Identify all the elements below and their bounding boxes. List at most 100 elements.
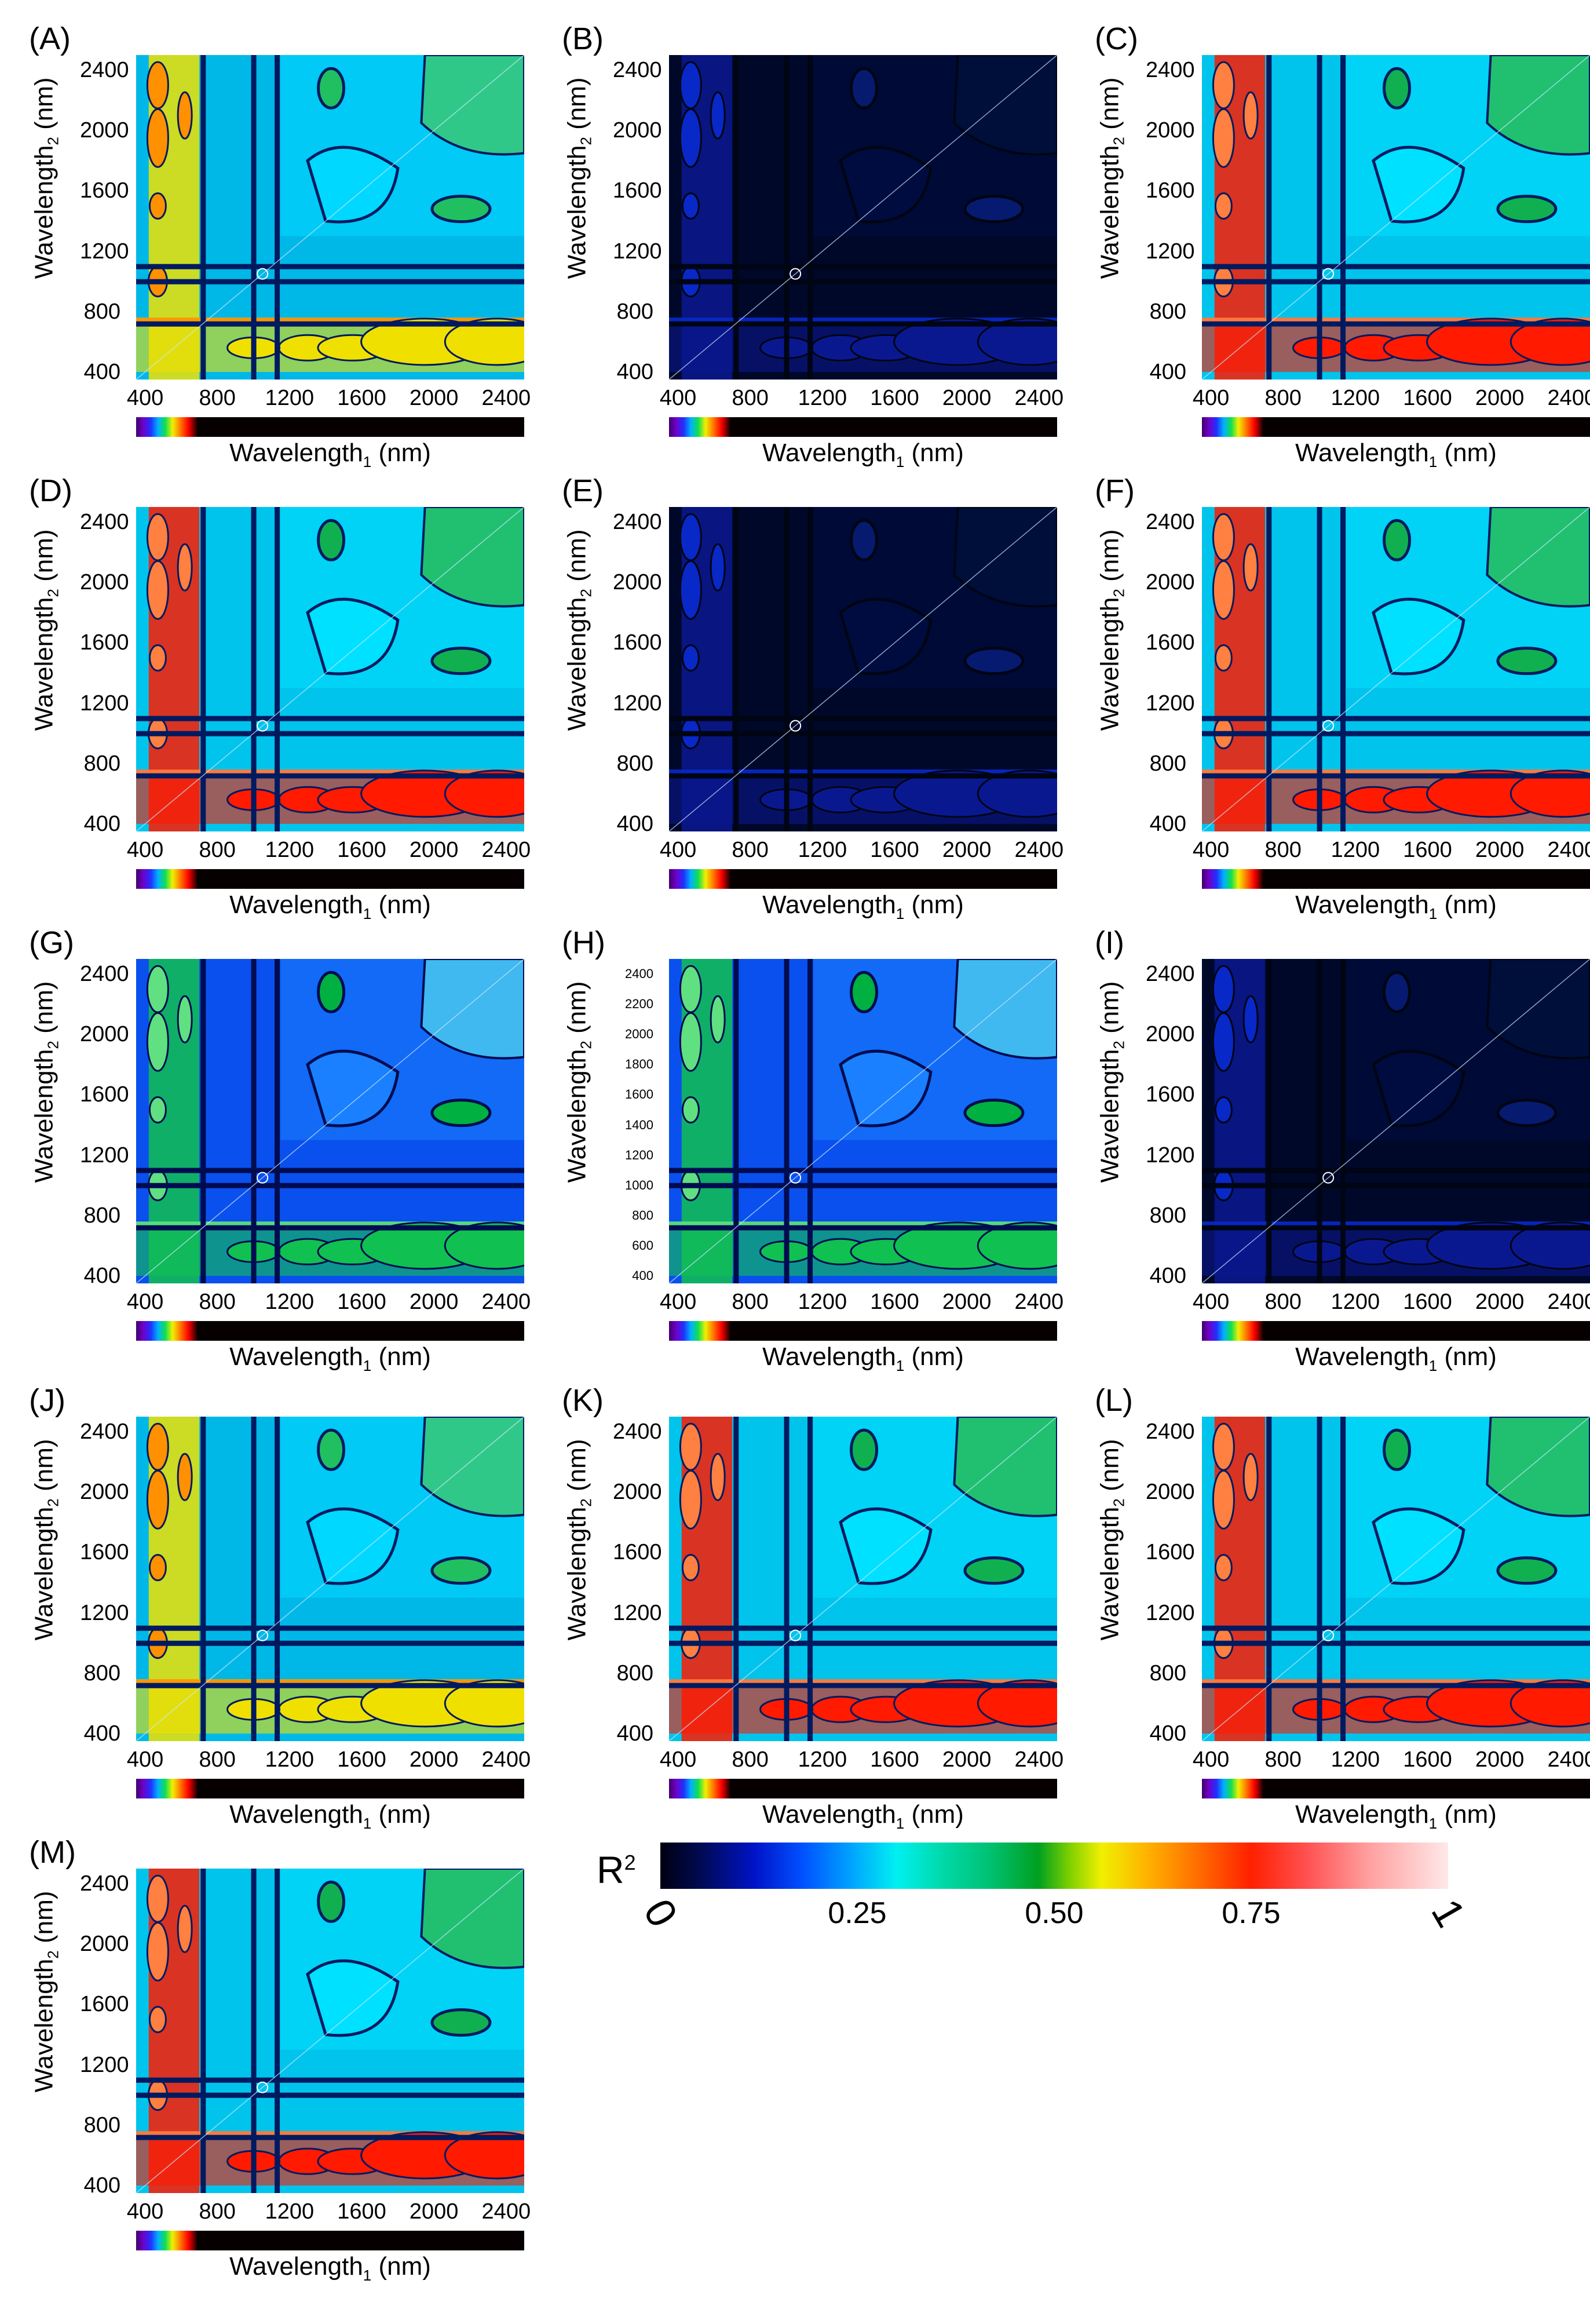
y-tick-label: 800 [83,751,120,776]
y-tick-label: 400 [632,1268,653,1283]
heatmap-dark-line [669,1625,1057,1631]
heatmap-blob [850,1428,879,1471]
heatmap-blob [1383,67,1412,110]
visible-spectrum-band [136,2231,197,2250]
heatmap-dark-line [1202,1625,1590,1631]
heatmap-dark-line [669,1168,1057,1173]
spectrum-bar [669,1779,1057,1798]
heatmap-dark-line [669,279,1057,284]
heatmap-dark-line [251,959,257,1283]
heatmap-dark-line [733,959,739,1283]
heatmap-region [1486,1417,1590,1517]
heatmap-panel: (B) Wavelength2 (nm) 400 800 1200 1600 2000 240… [562,23,1063,470]
y-tick-label: 2000 [625,1027,653,1042]
y-tick-label: 1600 [80,1540,129,1565]
heatmap-blob [1212,560,1235,620]
heatmap-dark-line [1202,264,1590,269]
heatmap-blob [963,647,1025,676]
heatmap-region [420,1417,524,1517]
x-tick-label: 2400 [481,1747,531,1772]
x-tick-label: 1600 [870,1747,919,1772]
heatmap-dark-line [200,959,206,1283]
heatmap-blob [146,1422,169,1471]
heatmap-dark-line [733,1417,739,1741]
heatmap-dark-line [1202,1183,1590,1188]
heatmap-blob [679,1469,702,1530]
heatmap-dark-line [200,1869,206,2193]
y-tick-label: 400 [83,1263,120,1288]
heatmap-blob [681,1096,700,1123]
heatmap-blob [1212,965,1235,1013]
heatmap-panel: (E) Wavelength2 (nm) 400 800 1200 1600 2000 240… [562,475,1063,922]
heatmap-plot [136,1869,524,2193]
heatmap-blob [148,1096,167,1123]
heatmap-dark-line [1202,279,1590,284]
visible-spectrum-band [669,869,730,889]
heatmap-blob [148,2005,167,2033]
heatmap-region [306,145,400,224]
y-tick-label: 1200 [1146,1143,1195,1168]
visible-spectrum-band [1202,1779,1263,1798]
spectrum-bar [1202,1779,1590,1798]
heatmap-diagonal [136,1417,524,1741]
y-tick-label: 2000 [80,1022,129,1047]
heatmap-region [420,507,524,608]
x-tick-label: 2000 [409,838,459,862]
heatmap-dark-line [669,264,1057,269]
x-tick-label: 1600 [1403,1290,1452,1314]
heatmap-dark-line [807,55,813,380]
x-axis-label: Wavelength1 (nm) [762,1800,964,1832]
heatmap-dark-line [200,507,206,831]
heatmap-blob [146,1469,169,1530]
heatmap-region [1486,959,1590,1060]
heatmap-panel: (G) Wavelength2 (nm) 400 800 1200 1600 2000 240… [29,927,531,1374]
heatmap-diagonal-marker [1322,268,1335,280]
heatmap-dark-line [1340,55,1346,380]
y-tick-label: 800 [616,299,653,324]
heatmap-dark-line [136,1168,524,1173]
heatmap-diagonal-marker [789,268,802,280]
y-tick-label: 2000 [80,570,129,595]
heatmap-blob [977,769,1057,818]
x-tick-label: 800 [1264,1290,1302,1314]
x-tick-label: 1600 [337,386,386,410]
x-axis-label: Wavelength1 (nm) [229,2252,431,2284]
heatmap-diagonal [669,1417,1057,1741]
y-tick-label: 1600 [1146,630,1195,655]
heatmap-region [1486,507,1590,608]
heatmap-blob [1242,995,1259,1044]
heatmap-plot [136,55,524,380]
y-tick-label: 2400 [1146,58,1195,83]
spectrum-bar [136,869,524,889]
x-tick-label: 1600 [337,1290,386,1314]
x-tick-label: 2400 [1014,1290,1064,1314]
heatmap-plot [136,959,524,1283]
heatmap-dark-line [1266,55,1272,380]
x-tick-label: 2400 [1547,1290,1590,1314]
heatmap-blob [679,61,702,110]
x-tick-label: 2400 [481,386,531,410]
heatmap-panel: (H) Wavelength2 (nm) 400 600 800 1000 1200 1400… [562,925,1063,1374]
heatmap-blob [1242,543,1259,592]
heatmap-dark-line [784,507,789,831]
y-tick-label: 2400 [80,962,129,987]
heatmap-dark-line [275,507,280,831]
panel-label: (H) [562,925,605,960]
x-tick-label: 2000 [409,1290,459,1314]
heatmap-dark-line [669,1183,1057,1188]
heatmap-dark-line [275,55,280,380]
heatmap-diagonal-marker [1322,720,1335,732]
spectrum-bar [1202,1321,1590,1341]
y-axis-label: Wavelength2 (nm) [1095,981,1128,1183]
heatmap-region [953,507,1057,608]
y-axis-label: Wavelength2 (nm) [30,77,62,279]
heatmap-blob [317,1880,346,1923]
y-tick-label: 1600 [1146,1082,1195,1107]
heatmap-blob [679,560,702,620]
heatmap-dark-line [669,321,1057,327]
spectrum-bar [136,1321,524,1341]
y-tick-label: 2000 [1146,118,1195,143]
heatmap-dark-line [807,507,813,831]
heatmap-blob [317,519,346,561]
x-axis-label: Wavelength1 (nm) [229,891,431,922]
